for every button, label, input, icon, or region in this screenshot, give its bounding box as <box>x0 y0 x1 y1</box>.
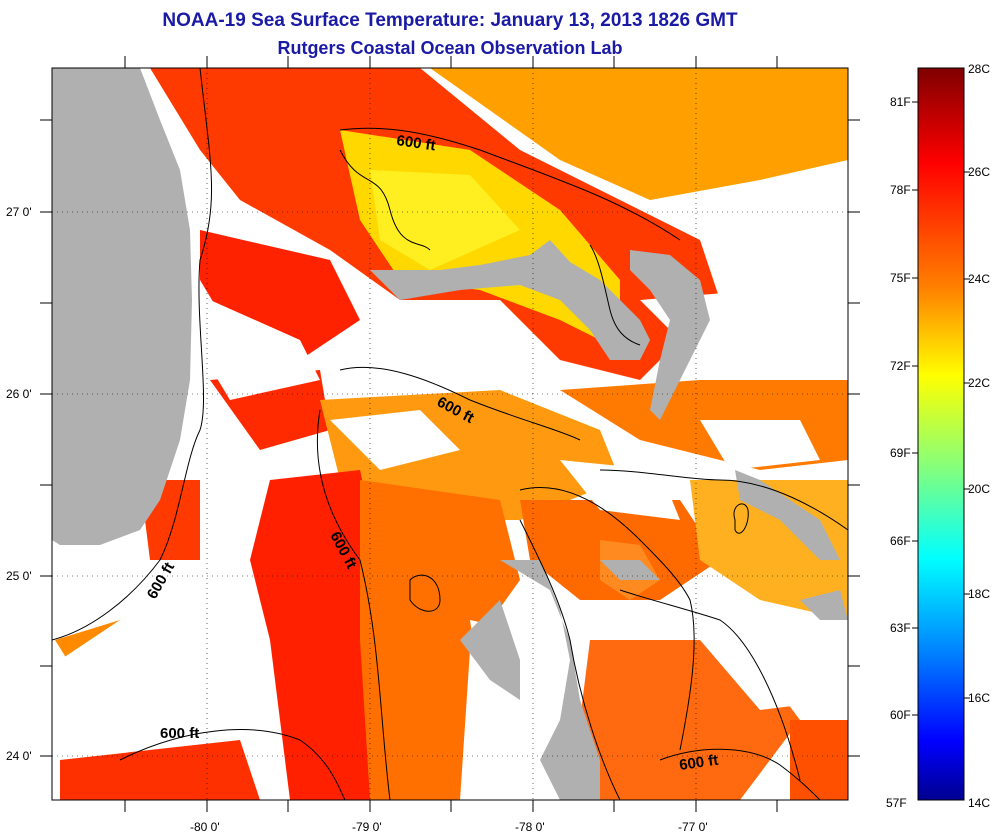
colorbar-c-label: 24C <box>968 272 991 286</box>
colorbar-c-label: 22C <box>968 376 991 390</box>
map-subtitle: Rutgers Coastal Ocean Observation Lab <box>277 38 623 58</box>
colorbar <box>917 67 965 801</box>
colorbar-f-label: 75F <box>890 271 911 285</box>
contour-label: 600 ft <box>160 725 199 742</box>
map-gridlines <box>52 68 848 800</box>
map-title: NOAA-19 Sea Surface Temperature: January… <box>162 10 738 31</box>
colorbar-f-label: 66F <box>890 534 911 548</box>
lon-label: -79 0' <box>352 820 382 834</box>
colorbar-c-label: 16C <box>968 691 991 705</box>
colorbar-c-label: 28C <box>968 62 991 76</box>
lon-label: -77 0' <box>678 820 708 834</box>
colorbar-f-label: 72F <box>890 359 911 373</box>
colorbar-f-label: 81F <box>890 95 911 109</box>
map-ticks <box>40 56 860 812</box>
lon-label: -78 0' <box>515 820 545 834</box>
colorbar-f-label: 60F <box>890 708 911 722</box>
colorbar-c-label: 20C <box>968 482 991 496</box>
sst-field <box>52 68 848 800</box>
florida-land <box>52 68 192 545</box>
colorbar-c-label: 14C <box>968 796 991 810</box>
lat-label: 27 0' <box>6 205 32 219</box>
colorbar-f-label: 78F <box>890 183 911 197</box>
colorbar-ticks <box>912 101 970 716</box>
contour-label: 600 ft <box>395 132 436 154</box>
lat-label: 25 0' <box>6 569 32 583</box>
colorbar-f-label: 63F <box>890 621 911 635</box>
lat-label: 26 0' <box>6 387 32 401</box>
lon-label: -80 0' <box>190 820 220 834</box>
depth-contours <box>52 68 848 800</box>
lat-label: 24 0' <box>6 749 32 763</box>
contour-label: 600 ft <box>678 752 719 774</box>
grand-bahama-land <box>370 240 650 360</box>
colorbar-c-label: 26C <box>968 165 991 179</box>
abaco-land <box>630 250 710 420</box>
colorbar-f-label: 57F <box>886 796 907 810</box>
colorbar-f-label: 69F <box>890 446 911 460</box>
andros-land <box>500 560 600 800</box>
colorbar-c-label: 18C <box>968 587 991 601</box>
